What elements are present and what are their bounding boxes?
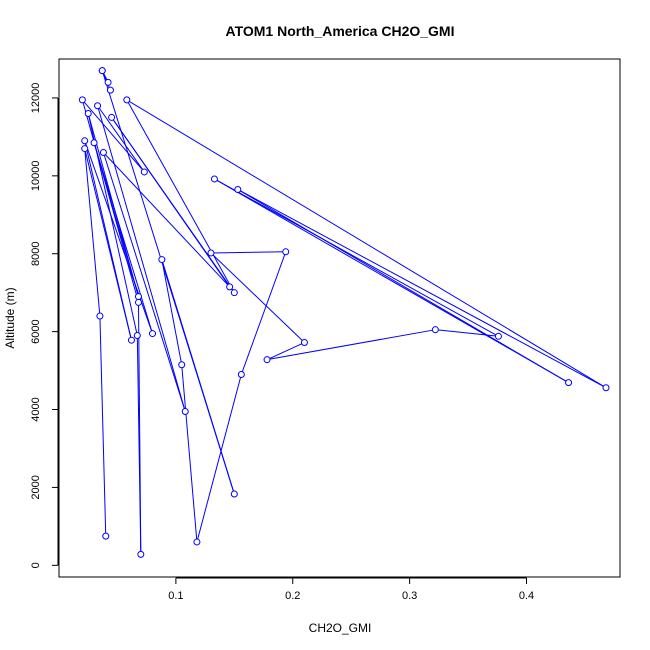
data-point	[237, 370, 245, 378]
data-point	[300, 339, 308, 347]
series-segment	[97, 105, 186, 412]
chart-title: ATOM1 North_America CH2O_GMI	[226, 23, 455, 39]
y-tick-label: 6000	[30, 319, 42, 343]
data-point	[263, 356, 271, 364]
x-tick-label: 0.1	[168, 590, 183, 602]
y-tick-label: 10000	[30, 161, 42, 192]
series-segment	[210, 251, 286, 254]
data-point	[90, 139, 98, 147]
series-segment	[81, 99, 139, 303]
data-point	[102, 532, 110, 540]
data-point	[84, 110, 92, 118]
series-points	[78, 67, 610, 558]
data-point	[282, 248, 290, 256]
series-segment	[99, 316, 107, 537]
series-segment	[266, 329, 436, 361]
data-point	[134, 298, 142, 306]
data-point	[226, 283, 234, 291]
series-segment	[240, 251, 287, 375]
data-point	[123, 96, 131, 104]
series-segment	[237, 189, 607, 389]
data-point	[149, 330, 156, 338]
y-axis: 0 2000 4000 6000 8000 10000 12000	[30, 83, 59, 568]
data-point	[133, 332, 141, 340]
data-point	[230, 490, 238, 498]
data-point	[94, 102, 102, 110]
series-segment	[126, 99, 607, 389]
plot-frame	[58, 58, 621, 578]
series-segment	[266, 342, 305, 361]
series-segment	[84, 148, 101, 317]
data-point	[81, 145, 89, 153]
data-point	[181, 407, 189, 415]
y-tick-label: 8000	[30, 241, 42, 265]
data-point	[158, 256, 166, 264]
y-tick-label: 4000	[30, 397, 42, 421]
data-point	[140, 168, 148, 176]
series-segment	[101, 70, 235, 495]
data-point	[104, 78, 112, 86]
series-segment	[81, 99, 145, 173]
data-point	[234, 185, 242, 193]
x-tick-label: 0.2	[285, 590, 300, 602]
series-segment	[103, 152, 231, 288]
data-point	[565, 379, 573, 387]
series-segment	[93, 142, 153, 334]
y-tick-label: 2000	[30, 475, 42, 499]
data-point	[230, 289, 238, 297]
data-point	[494, 332, 502, 340]
data-point	[81, 137, 89, 145]
data-point	[193, 538, 201, 546]
data-point	[178, 361, 186, 369]
y-axis-label: Altitude (m)	[3, 287, 17, 348]
data-point	[431, 326, 439, 334]
x-tick-label: 0.4	[519, 590, 534, 602]
x-tick-label: 0.3	[402, 590, 417, 602]
series-segment	[214, 178, 569, 384]
data-point	[106, 86, 114, 94]
series-segment	[214, 178, 499, 337]
series-segment	[97, 105, 145, 173]
x-axis-label: CH2O_GMI	[309, 621, 372, 635]
series-segment	[102, 152, 186, 412]
series-segment	[210, 252, 305, 343]
data-point	[210, 175, 218, 183]
y-tick-label: 0	[30, 562, 42, 568]
data-point	[137, 550, 145, 558]
series-segment	[111, 117, 235, 293]
series-segment	[196, 374, 242, 543]
series-segment	[84, 140, 132, 341]
series-segment	[126, 99, 235, 293]
series-segment	[181, 364, 198, 542]
series-segment	[435, 329, 499, 337]
data-point	[127, 336, 135, 344]
data-point	[98, 67, 106, 75]
data-point	[602, 384, 610, 392]
data-point	[108, 113, 116, 121]
data-point	[134, 293, 142, 301]
y-tick-label: 12000	[30, 83, 42, 114]
data-point	[78, 96, 86, 104]
x-axis: 0.1 0.2 0.3 0.4	[168, 577, 534, 602]
series-line	[81, 70, 607, 555]
data-point	[207, 249, 215, 257]
data-point	[96, 312, 104, 320]
data-point	[99, 148, 107, 156]
series-segment	[137, 302, 142, 555]
series-segment	[161, 259, 183, 365]
